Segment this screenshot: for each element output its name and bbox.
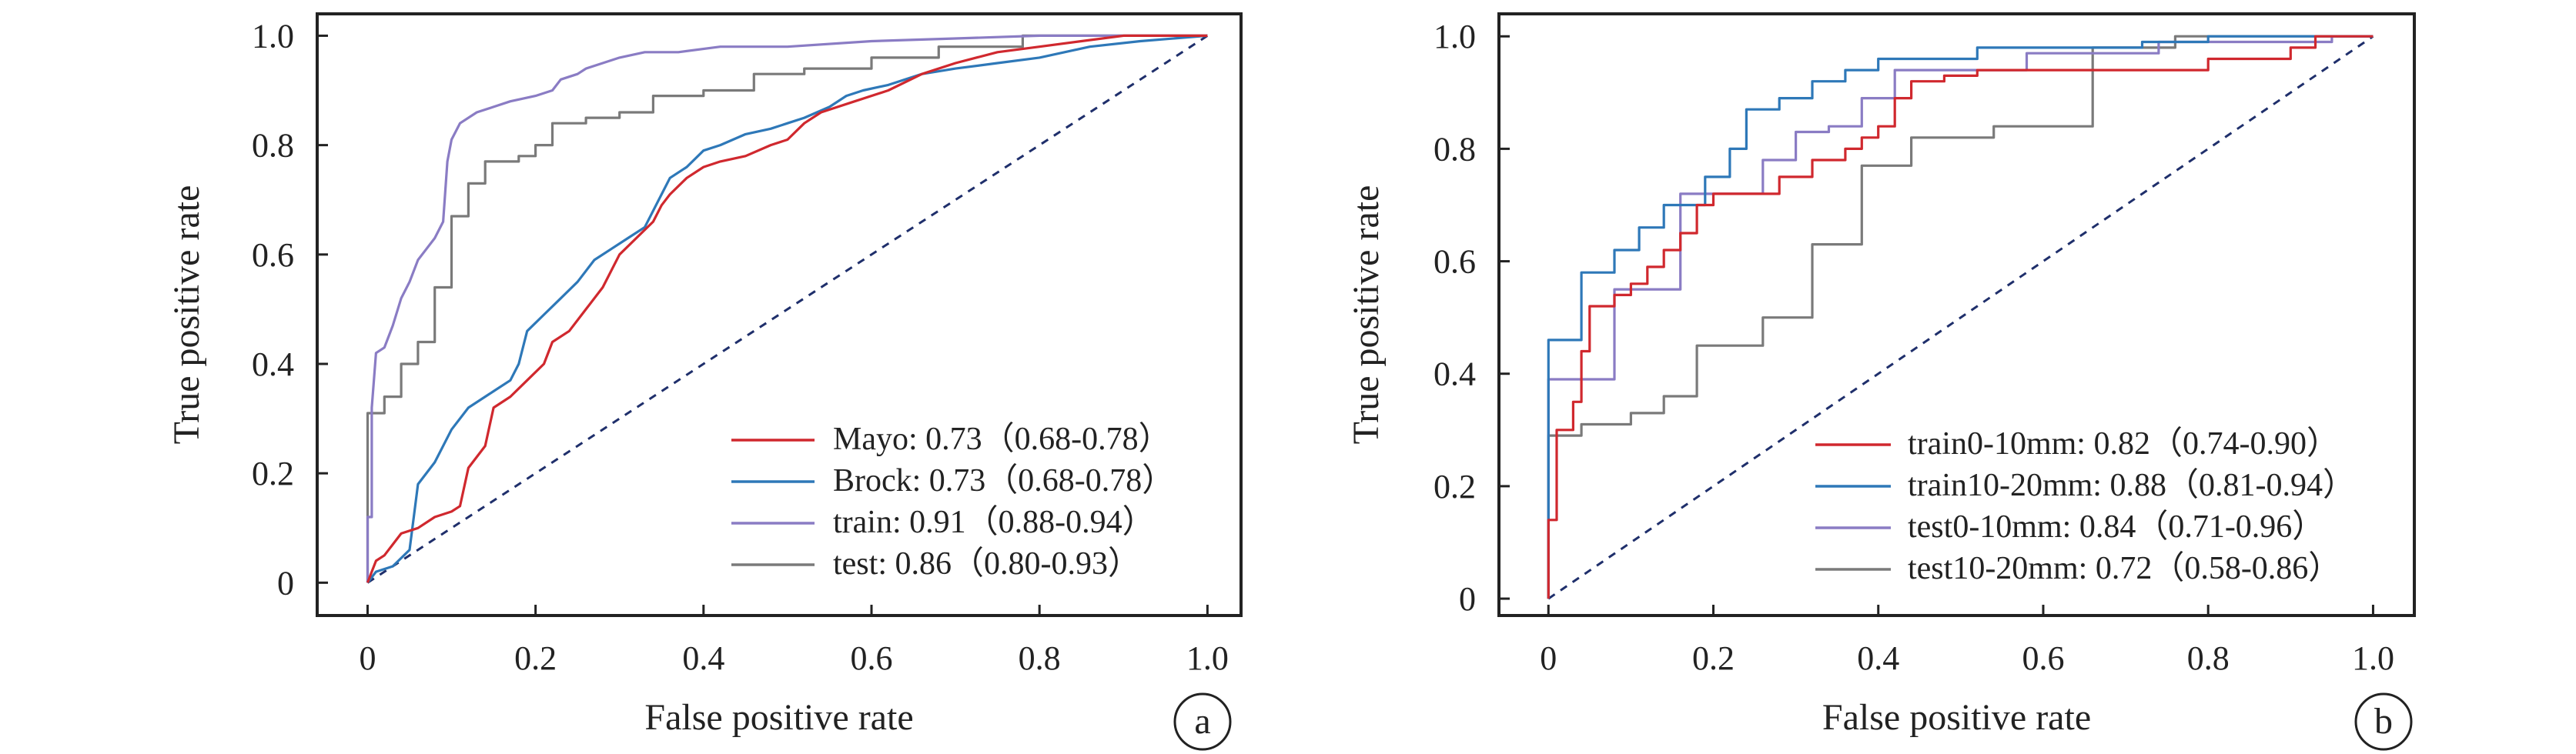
panel-label: a [1194, 701, 1210, 742]
y-tick-label: 1.0 [252, 17, 294, 55]
series-line-train0-10mm [1547, 35, 2374, 599]
panel-a: 0 0.2 0.4 0.6 0.8 1.0 0 0.2 0.4 0.6 0.8 1.0 False po… [166, 12, 1243, 751]
legend-label-test10-20mm: test10-20mm: 0.72（0.58-0.86） [1908, 551, 2340, 586]
y-tick-label: 0.8 [252, 127, 294, 165]
reference-diagonal-line [366, 35, 1209, 584]
x-tick-label: 0 [359, 639, 376, 677]
y-axis-title: True positive rate [1346, 185, 1387, 445]
x-tick-label: 0.4 [682, 639, 724, 677]
legend-label-brock: Brock: 0.73（0.68-0.78） [833, 463, 1174, 499]
series-line-test10-20mm [1547, 35, 2374, 599]
x-tick-label: 0.2 [514, 639, 557, 677]
x-tick-label: 0.2 [1692, 639, 1735, 677]
series-line-train10-20mm [1547, 35, 2374, 599]
legend: Mayo: 0.73（0.68-0.78） Brock: 0.73（0.68-0.… [731, 422, 1174, 582]
x-tick-label: 1.0 [2352, 639, 2394, 677]
x-tick-label: 0.8 [2187, 639, 2230, 677]
x-tick-label: 0.6 [2022, 639, 2064, 677]
series-line-mayo [366, 34, 1208, 583]
x-tick-label: 0.6 [851, 639, 893, 677]
x-axis-title: False positive rate [1822, 697, 2091, 738]
legend-label-test0-10mm: test0-10mm: 0.84（0.71-0.96） [1908, 509, 2324, 545]
series-line-test [366, 34, 1208, 583]
y-tick-label: 0.6 [1434, 243, 1476, 281]
legend-label-test: test: 0.86（0.80-0.93） [833, 546, 1140, 582]
panel-label-circle [1173, 692, 1232, 751]
legend-label-train10-20mm: train10-20mm: 0.88（0.81-0.94） [1908, 468, 2355, 503]
legend: train0-10mm: 0.82（0.74-0.90） train10-20mm… [1815, 426, 2355, 586]
reference-diagonal-line [1547, 35, 2374, 600]
plot-frame [1497, 12, 2416, 617]
y-tick-label: 0.4 [1434, 355, 1476, 393]
x-tick-label: 0.8 [1019, 639, 1061, 677]
series-line-test0-10mm [1547, 35, 2374, 599]
y-tick-label: 0 [277, 564, 294, 602]
y-tick-label: 0.6 [252, 236, 294, 274]
y-tick-label: 0.2 [252, 455, 294, 492]
legend-label-train: train: 0.91（0.88-0.94） [833, 505, 1155, 540]
legend-label-train0-10mm: train0-10mm: 0.82（0.74-0.90） [1908, 426, 2339, 462]
plot-frame [316, 12, 1243, 617]
x-tick-label: 0.4 [1857, 639, 1899, 677]
y-tick-label: 0.2 [1434, 468, 1476, 505]
panel-b: 0 0.2 0.4 0.6 0.8 1.0 0 0.2 0.4 0.6 0.8 1.0 False po… [1346, 12, 2416, 751]
y-tick-label: 0.8 [1434, 130, 1476, 168]
y-tick-label: 0.4 [252, 345, 294, 383]
series-line-train [366, 34, 1208, 583]
x-tick-label: 1.0 [1186, 639, 1229, 677]
panel-label-circle [2354, 692, 2413, 751]
legend-label-mayo: Mayo: 0.73（0.68-0.78） [833, 422, 1171, 457]
panel-label: b [2374, 701, 2393, 742]
y-tick-label: 1.0 [1434, 18, 1476, 55]
y-tick-label: 0 [1459, 580, 1476, 618]
x-axis-title: False positive rate [644, 697, 913, 738]
y-axis-title: True positive rate [166, 185, 207, 445]
x-tick-label: 0 [1540, 639, 1557, 677]
series-line-brock [366, 34, 1208, 584]
